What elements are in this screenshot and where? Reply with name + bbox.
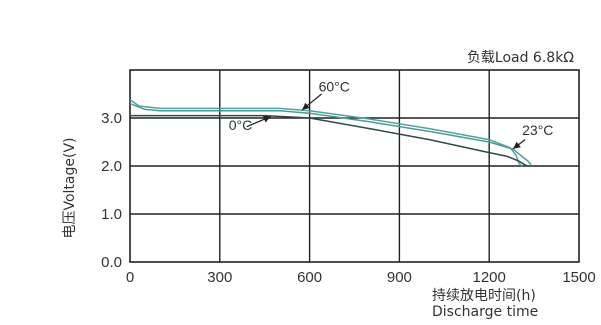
annotation-arrowhead — [513, 141, 521, 149]
y-tick-label: 0.0 — [101, 254, 122, 271]
annotation-layer: 60°C 0°C 23°C — [229, 79, 553, 150]
x-tick-label: 900 — [387, 269, 412, 286]
x-axis-label: 持续放电时间(h) — [432, 287, 536, 304]
grid-layer — [129, 69, 580, 263]
series-line-0C — [130, 114, 529, 167]
x-tick-label: 0 — [126, 269, 134, 286]
x-tick-label: 1200 — [473, 269, 506, 286]
annotation-label: 23°C — [522, 122, 553, 138]
tick-layer: 0 300 600 900 1200 1500 0.0 1.0 2.0 3.0 — [101, 110, 596, 286]
y-axis-label: 电压Voltage(V) — [62, 137, 78, 238]
y-tick-label: 1.0 — [101, 206, 122, 223]
x-tick-label: 1500 — [562, 269, 595, 286]
annotation-label: 0°C — [229, 117, 253, 133]
annotation-label: 60°C — [319, 79, 350, 95]
x-axis-label-en: Discharge time — [432, 304, 538, 320]
y-tick-label: 2.0 — [101, 158, 122, 175]
y-tick-label: 3.0 — [101, 110, 122, 127]
annotation-arrowhead — [302, 102, 310, 110]
series-line-60C — [129, 99, 523, 167]
series-line-23C — [129, 102, 532, 166]
series-layer — [129, 99, 532, 167]
x-tick-label: 600 — [297, 269, 322, 286]
annotation-arrowhead — [262, 116, 271, 123]
chart-title: 负载Load 6.8kΩ — [467, 50, 574, 66]
x-tick-label: 300 — [207, 269, 232, 286]
